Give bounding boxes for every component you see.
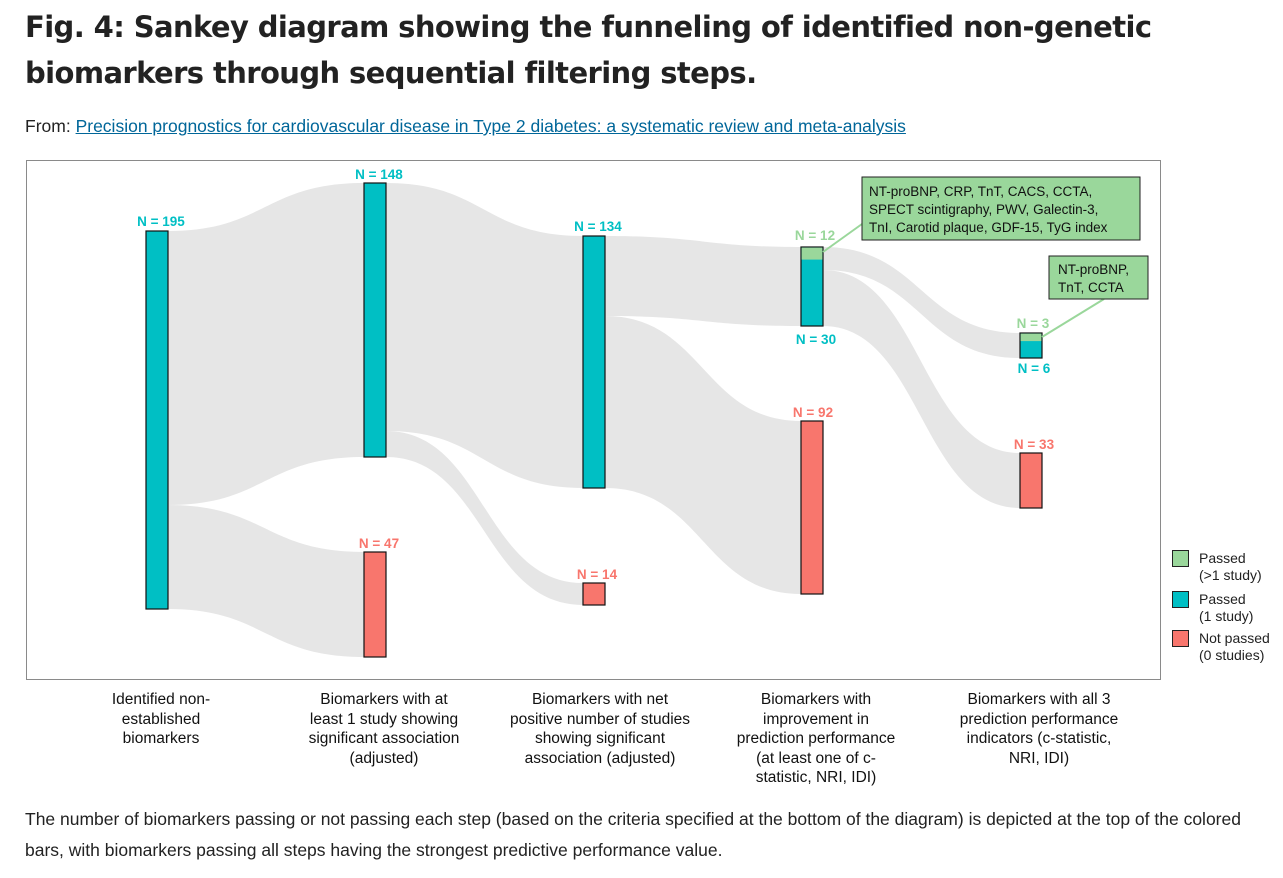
node-step4-not-passed [800,420,824,595]
legend-label-passed-multi: Passed (>1 study) [1199,550,1262,583]
label-step5-passed-one: N = 6 [1018,361,1051,376]
callout-box-step4 [861,176,1141,241]
legend-swatch-passed-one [1172,591,1189,608]
callout-step5-line-1: NT-proBNP, [1058,262,1129,277]
node-step5-passed-multi-segment [1020,333,1042,342]
callout-step4-line-2: SPECT scintigraphy, PWV, Galectin-3, [869,202,1098,217]
from-label: From: [25,116,71,136]
callout-step4-line-3: TnI, Carotid plaque, GDF-15, TyG index [869,220,1108,235]
nodes [145,182,1043,658]
flow-s1-to-s2-fail [168,505,364,657]
label-step5-not-passed: N = 33 [1014,437,1055,452]
node-identified [145,230,169,610]
label-identified: N = 195 [137,214,185,229]
flow-s1-to-s2-pass [168,183,364,505]
step-label-4: Biomarkers with improvement in predictio… [736,691,896,786]
node-step5-not-passed [1019,452,1043,509]
label-step4-passed-multi: N = 12 [795,228,835,243]
label-step2-passed: N = 148 [355,167,403,182]
step-label-2: Biomarkers with at least 1 study showing… [308,691,460,767]
callout-connector-step5 [1041,298,1105,338]
source-line: From: Precision prognostics for cardiova… [25,116,906,137]
label-step4-passed-one: N = 30 [796,332,836,347]
callout-step5-line-2: TnT, CCTA [1058,280,1124,295]
flow-s3-to-s4-pass [605,236,801,326]
label-step2-not-passed: N = 47 [359,536,399,551]
figure-title: Fig. 4: Sankey diagram showing the funne… [25,10,1152,90]
label-step4-not-passed: N = 92 [793,405,833,420]
legend-label-not-passed: Not passed (0 studies) [1199,630,1270,663]
node-step3-not-passed [582,582,606,606]
node-step2-not-passed [363,551,387,658]
flow-s4-to-s5-fail [823,270,1020,508]
callout-box-step5 [1048,255,1149,300]
label-step3-not-passed: N = 14 [577,567,618,582]
legend-swatch-not-passed [1172,630,1189,647]
node-step2-passed [363,182,387,458]
step-label-3: Biomarkers with net positive number of s… [509,691,691,767]
node-labels: N = 195 N = 148 N = 47 N = 134 N = 14 N … [137,167,1054,582]
flow-s2-to-s3-fail [386,431,583,605]
diagram-frame [26,160,1161,680]
figure-caption: The number of biomarkers passing or not … [25,809,1241,860]
callouts: NT-proBNP, CRP, TnT, CACS, CCTA, SPECT s… [822,176,1149,338]
legend-label-passed-one: Passed (1 study) [1199,591,1254,624]
flow-s2-to-s3-pass [386,183,583,488]
callout-connector-step4 [822,223,863,253]
label-step3-passed: N = 134 [574,219,622,234]
callout-step4-line-1: NT-proBNP, CRP, TnT, CACS, CCTA, [869,184,1092,199]
node-step4-passed-multi-segment [801,247,823,260]
node-step4-passed [800,246,824,327]
label-step5-passed-multi: N = 3 [1017,316,1050,331]
flows [168,183,1020,657]
step-label-1: Identified non- established biomarkers [111,691,211,747]
node-step3-passed [582,235,606,489]
flow-s4-to-s5-pass [823,247,1020,358]
step-label-5: Biomarkers with all 3 prediction perform… [959,691,1119,767]
flow-s3-to-s4-fail [605,316,801,594]
source-article-link[interactable]: Precision prognostics for cardiovascular… [75,116,906,136]
legend-swatch-passed-multi [1172,550,1189,567]
